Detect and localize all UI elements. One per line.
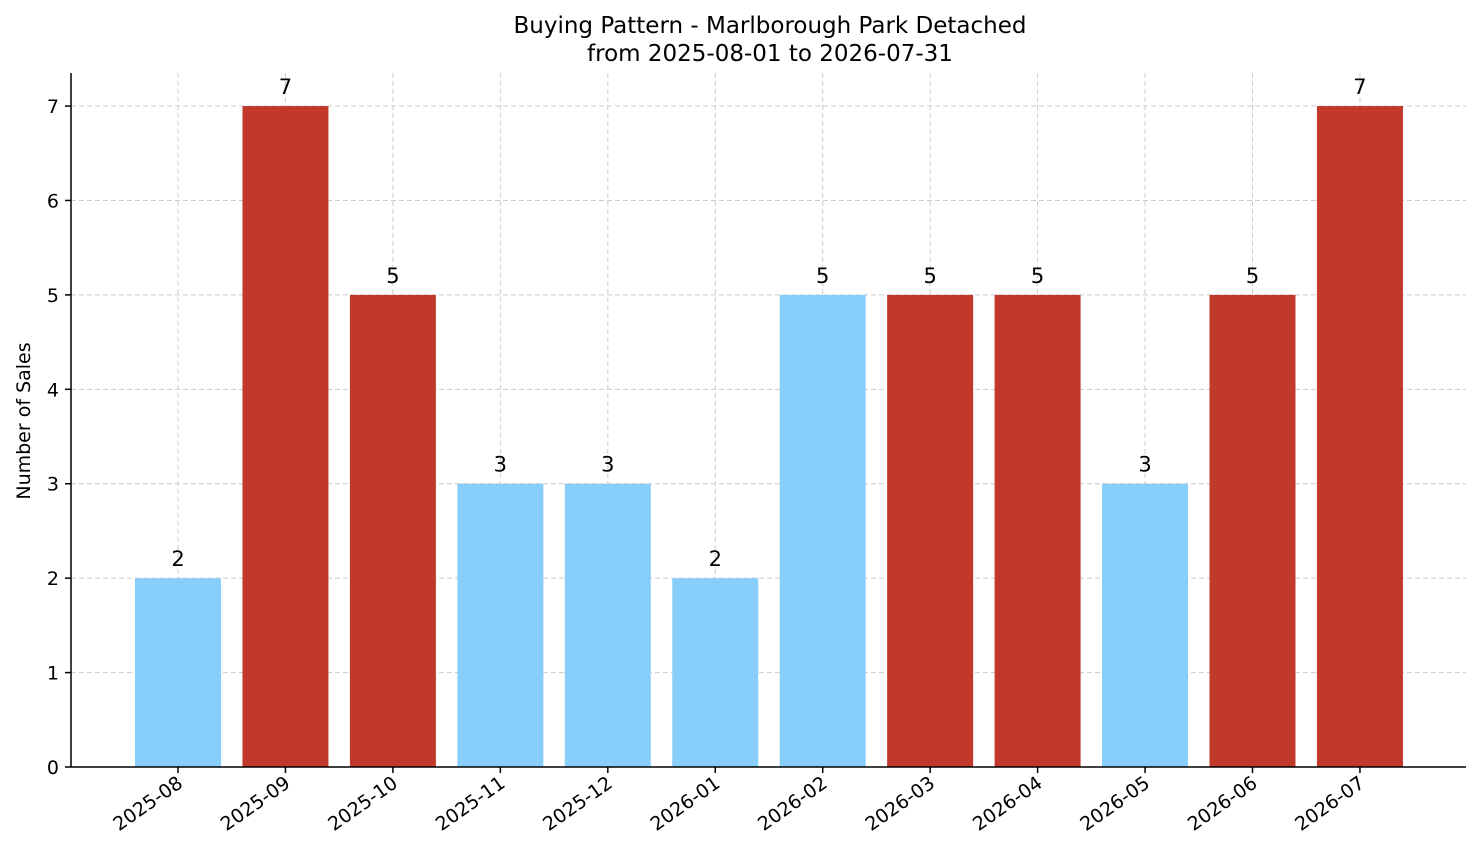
bar-2026-07 (1316, 106, 1403, 768)
bar-2026-04 (994, 294, 1081, 767)
y-tick-label: 1 (47, 663, 59, 685)
bar-2025-09 (242, 106, 329, 768)
bar-2026-01 (672, 578, 759, 767)
data-label: 5 (923, 264, 936, 288)
x-tick-label: 2026-07 (1291, 772, 1369, 836)
chart-title: Buying Pattern - Marlborough Park Detach… (513, 13, 1026, 39)
data-label: 5 (386, 264, 399, 288)
bar-2026-05 (1102, 483, 1189, 767)
data-label: 7 (1353, 75, 1366, 99)
y-tick-label: 7 (47, 96, 59, 118)
bar-2026-02 (779, 294, 866, 767)
axes (70, 73, 1466, 768)
bar-2025-10 (349, 294, 436, 767)
x-tick-label: 2025-11 (432, 772, 510, 836)
chart-subtitle: from 2025-08-01 to 2026-07-31 (587, 41, 953, 67)
bars (135, 106, 1403, 768)
data-label: 2 (709, 547, 722, 571)
data-label: 3 (601, 453, 614, 477)
data-labels: 2 7 5 3 3 2 5 5 5 3 5 7 (171, 75, 1366, 571)
data-label: 2 (171, 547, 184, 571)
x-tick-label: 2025-09 (217, 772, 295, 836)
data-label: 3 (1138, 453, 1151, 477)
x-tick-label: 2026-02 (754, 772, 832, 836)
bar-2026-06 (1209, 294, 1296, 767)
y-tick-label: 3 (47, 474, 59, 496)
bar-2025-11 (457, 483, 544, 767)
x-tick-label: 2026-05 (1076, 772, 1154, 836)
y-tick-label: 6 (47, 190, 59, 212)
y-tick-label: 2 (47, 568, 59, 590)
x-tick-label: 2026-01 (646, 772, 724, 836)
bar-2025-12 (564, 483, 651, 767)
x-tick-label: 2026-04 (969, 772, 1047, 836)
y-tick-label: 0 (47, 757, 59, 779)
x-tick-label: 2025-10 (324, 772, 402, 836)
data-label: 7 (279, 75, 292, 99)
data-label: 3 (494, 453, 507, 477)
y-axis-label: Number of Sales (13, 342, 35, 499)
x-tick-label: 2026-06 (1184, 772, 1262, 836)
x-tick-label: 2025-08 (109, 772, 187, 836)
x-tick-label: 2026-03 (861, 772, 939, 836)
data-label: 5 (816, 264, 829, 288)
bar-2025-08 (135, 578, 221, 767)
y-tick-label: 4 (47, 379, 59, 401)
data-label: 5 (1031, 264, 1044, 288)
data-label: 5 (1246, 264, 1259, 288)
x-tick-label: 2025-12 (539, 772, 617, 836)
bar-2026-03 (887, 294, 974, 767)
y-tick-label: 5 (47, 285, 59, 307)
